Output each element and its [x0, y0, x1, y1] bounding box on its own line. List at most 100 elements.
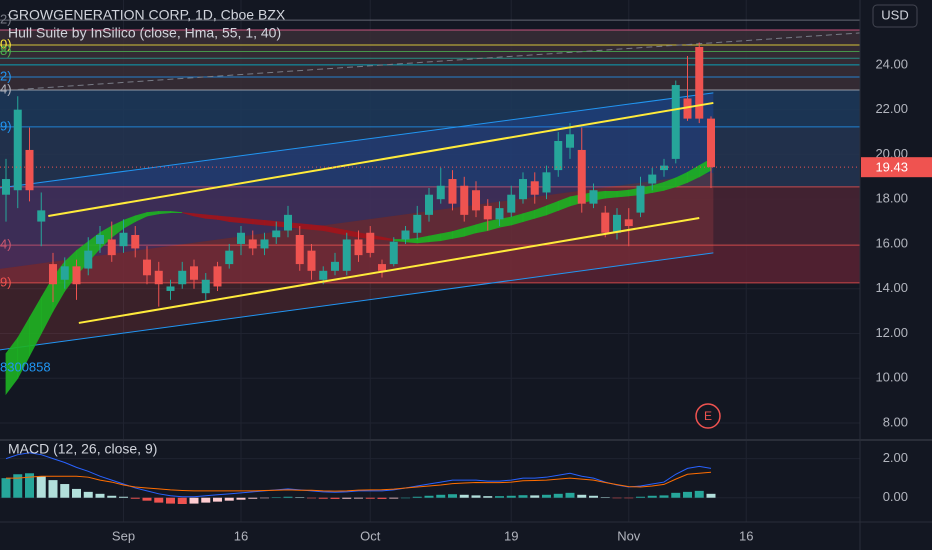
- hull-segment: [205, 214, 218, 220]
- macd-histogram-bar: [318, 497, 328, 499]
- candle-body: [96, 234, 104, 244]
- macd-histogram-bar: [412, 496, 422, 498]
- macd-pane: 0.00 2.00: [0, 450, 908, 504]
- candle-body: [472, 190, 480, 211]
- macd-histogram-bar: [401, 497, 410, 499]
- macd-histogram-bar: [671, 492, 681, 498]
- macd-histogram-bar: [553, 493, 563, 498]
- x-tick-label: 19: [504, 528, 518, 543]
- candle-body: [154, 270, 163, 285]
- candle-body: [519, 179, 527, 200]
- last-price-label: 19.43: [875, 160, 908, 175]
- y-tick-label: 10.00: [875, 370, 908, 385]
- channel-upper: [0, 92, 714, 189]
- candle-body: [260, 239, 269, 249]
- level-label: 4): [0, 237, 12, 252]
- macd-histogram-bar: [13, 474, 23, 498]
- macd-histogram-bar: [248, 497, 258, 499]
- currency-label[interactable]: USD: [881, 7, 908, 22]
- level-label: 4): [0, 81, 12, 96]
- candle-body: [354, 239, 363, 256]
- macd-histogram-bar: [307, 497, 316, 499]
- candle-body: [284, 214, 292, 231]
- candle-body: [707, 118, 715, 168]
- dashed-line: [17, 32, 861, 91]
- earnings-label[interactable]: E: [704, 409, 712, 423]
- hull-segment: [240, 217, 254, 225]
- currency-button[interactable]: [872, 4, 918, 28]
- macd-histogram-bar: [107, 495, 117, 498]
- candle-body: [460, 185, 469, 215]
- macd-histogram-bar: [166, 497, 175, 504]
- candle-body: [425, 194, 433, 215]
- macd-histogram-bar: [530, 495, 540, 498]
- macd-histogram-bar: [365, 497, 375, 499]
- candle-body: [554, 140, 563, 171]
- macd-histogram-bar: [636, 496, 645, 498]
- macd-histogram-bar: [283, 496, 293, 498]
- macd-histogram-bar: [565, 492, 575, 498]
- macd-histogram-bar: [83, 491, 93, 498]
- macd-histogram-bar: [36, 476, 46, 498]
- hull-segment: [264, 220, 277, 227]
- macd-histogram-bar: [389, 497, 399, 499]
- macd-histogram-bar: [213, 497, 222, 502]
- macd-histogram-bar: [60, 484, 70, 498]
- y-tick-label: 0.00: [883, 489, 908, 504]
- zone: [0, 126, 860, 187]
- candle-body: [601, 212, 610, 233]
- candle-body: [107, 239, 116, 256]
- candle-body: [507, 194, 516, 213]
- macd-histogram-bar: [119, 496, 128, 498]
- macd-histogram-bar: [600, 497, 610, 498]
- y-tick-label: 22.00: [875, 101, 908, 116]
- macd-histogram-bar: [154, 497, 164, 503]
- macd-histogram-bar: [589, 495, 598, 498]
- candle-body: [401, 230, 410, 240]
- y-tick-label: 20.00: [875, 146, 908, 161]
- macd-histogram-bar: [424, 495, 434, 498]
- level-label: 9): [0, 274, 12, 289]
- candle-body: [695, 46, 704, 119]
- candle-body: [530, 181, 539, 195]
- candle-body: [131, 234, 140, 249]
- candle-body: [495, 208, 504, 220]
- candle-body: [436, 185, 445, 200]
- macd-histogram-bar: [224, 497, 234, 501]
- candle-body: [272, 230, 281, 238]
- hull-segment: [616, 189, 630, 198]
- macd-histogram-bar: [706, 493, 716, 498]
- channel-lower: [0, 252, 714, 351]
- macd-histogram-bar: [25, 473, 34, 498]
- macd-histogram-bar: [624, 497, 634, 499]
- macd-histogram-bar: [142, 497, 152, 501]
- candle-body: [84, 250, 93, 269]
- y-tick-label: 14.00: [875, 280, 908, 295]
- macd-histogram-bar: [48, 480, 58, 498]
- macd-histogram-bar: [342, 497, 352, 499]
- indicator-legend: Hull Suite by InSilico (close, Hma, 55, …: [8, 25, 281, 41]
- candle-body: [166, 286, 175, 291]
- candle-body: [683, 98, 692, 119]
- macd-histogram-bar: [354, 497, 363, 499]
- zone: [0, 89, 860, 127]
- candle-body: [237, 232, 245, 244]
- macd-histogram-bar: [577, 494, 587, 498]
- trend-lower: [78, 216, 700, 324]
- x-tick-label: Nov: [617, 528, 641, 543]
- earnings-marker[interactable]: [695, 403, 721, 429]
- candle-body: [342, 239, 351, 271]
- candle-body: [577, 149, 586, 204]
- candle-body: [49, 264, 57, 285]
- macd-histogram-bar: [295, 497, 305, 498]
- level-label: 2): [0, 68, 12, 83]
- macd-legend: MACD (12, 26, close, 9): [8, 441, 157, 457]
- macd-histogram-bar: [506, 495, 516, 498]
- macd-histogram-bar: [436, 494, 446, 498]
- y-tick-label: 16.00: [875, 235, 908, 250]
- macd-histogram-bar: [683, 491, 692, 498]
- candle-body: [331, 261, 339, 271]
- macd-histogram-bar: [471, 495, 481, 498]
- candle-body: [648, 174, 657, 184]
